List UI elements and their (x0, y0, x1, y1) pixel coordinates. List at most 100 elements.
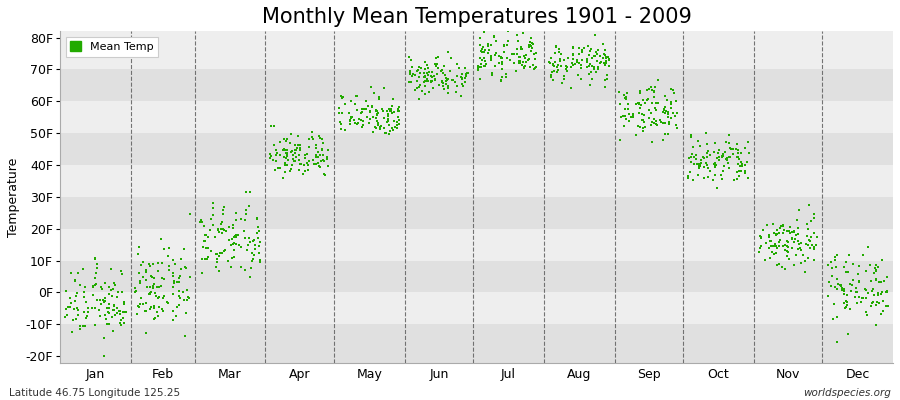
Point (117, 298, 131, 305)
Point (342, 118, 356, 124)
Point (566, 45, 580, 51)
Point (664, 115, 679, 121)
Point (228, 247, 242, 253)
Point (312, 152, 327, 159)
Point (524, 43, 538, 50)
Point (701, 164, 716, 171)
Point (732, 155, 746, 162)
Point (180, 287, 194, 294)
Point (703, 168, 717, 174)
Point (88, 270, 103, 277)
Point (476, 44, 491, 50)
Point (684, 154, 698, 160)
Point (420, 77, 435, 84)
Point (370, 108, 384, 114)
Point (422, 68, 436, 75)
Point (670, 124, 684, 131)
Point (497, 48, 511, 55)
Point (180, 296, 194, 303)
Point (826, 300, 841, 307)
Point (196, 244, 211, 250)
Point (779, 248, 794, 254)
Point (278, 159, 293, 166)
Point (631, 100, 645, 107)
Point (284, 166, 298, 172)
Point (410, 85, 424, 91)
Point (806, 229, 821, 236)
Point (429, 61, 444, 67)
Point (472, 64, 487, 70)
Point (830, 252, 844, 258)
Point (790, 245, 805, 252)
Point (157, 276, 171, 282)
Point (221, 224, 236, 231)
Point (156, 308, 170, 314)
Point (152, 284, 166, 290)
Point (438, 78, 453, 84)
Point (518, 52, 533, 58)
Point (590, 46, 605, 53)
Point (514, 45, 528, 52)
Point (694, 156, 708, 163)
Point (515, 46, 529, 52)
Point (598, 58, 613, 64)
Point (596, 40, 610, 47)
Point (374, 122, 389, 129)
Point (419, 76, 434, 82)
Point (717, 149, 732, 155)
Point (661, 109, 675, 116)
Point (783, 230, 797, 236)
Point (706, 148, 721, 155)
Point (859, 287, 873, 293)
Point (144, 273, 158, 280)
Point (342, 110, 356, 116)
Point (222, 237, 237, 243)
Point (497, 42, 511, 48)
Point (584, 69, 598, 76)
Point (64, 270, 78, 276)
Point (484, 72, 499, 78)
Point (348, 93, 363, 99)
Point (543, 60, 557, 66)
Point (512, 54, 526, 60)
Point (309, 145, 323, 151)
Point (410, 67, 425, 74)
Point (602, 56, 616, 62)
Point (359, 106, 374, 112)
Point (716, 153, 730, 159)
Point (626, 111, 640, 118)
Point (708, 172, 723, 178)
Point (58, 314, 72, 320)
Point (780, 238, 795, 244)
Point (553, 56, 567, 62)
Point (289, 153, 303, 160)
Point (440, 83, 454, 89)
Point (670, 124, 684, 131)
Point (302, 144, 316, 150)
Point (557, 76, 572, 82)
Point (58, 288, 73, 294)
Point (874, 278, 888, 285)
Point (443, 68, 457, 74)
Point (373, 124, 387, 130)
Point (824, 273, 839, 279)
Point (658, 104, 672, 110)
Point (365, 114, 380, 120)
Point (98, 280, 112, 286)
Point (402, 78, 417, 85)
Point (837, 300, 851, 307)
Point (365, 103, 380, 109)
Point (778, 266, 792, 272)
Point (835, 287, 850, 294)
Point (313, 158, 328, 164)
Point (86, 284, 101, 290)
Point (505, 51, 519, 57)
Point (316, 152, 330, 158)
Point (510, 50, 525, 57)
Point (410, 68, 424, 74)
Point (436, 70, 450, 76)
Point (156, 295, 170, 302)
Legend: Mean Temp: Mean Temp (66, 37, 158, 56)
Point (199, 245, 213, 251)
Point (418, 74, 432, 80)
